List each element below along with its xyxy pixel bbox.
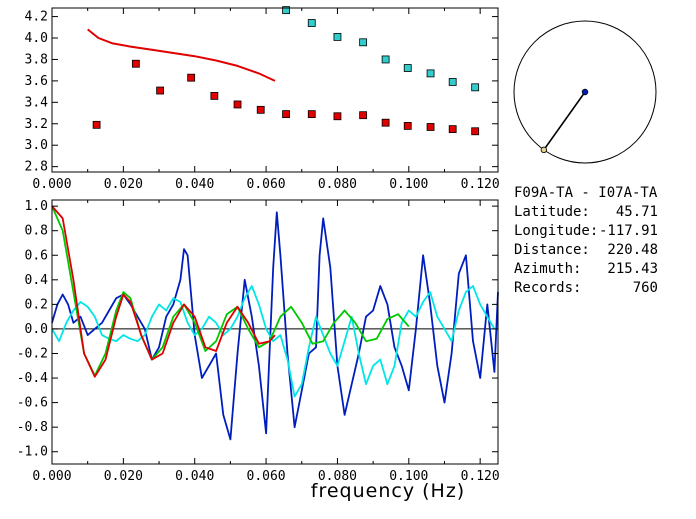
data-point: [359, 38, 368, 47]
y-tick-label: 1.0: [25, 199, 48, 214]
data-point: [131, 59, 140, 68]
series-line-1: [51, 285, 496, 398]
info-row-longitude: Longitude: -117.91: [514, 222, 692, 241]
azimuth-line: [543, 91, 586, 151]
x-tick-label: 0.000: [32, 177, 71, 192]
data-point: [448, 78, 457, 86]
y-tick-label: 0.4: [25, 273, 49, 288]
y-tick-label: 2.8: [25, 160, 48, 175]
records-value: 760: [632, 280, 658, 296]
x-tick-label: 0.060: [247, 469, 286, 484]
series-line-2: [87, 28, 276, 82]
data-point: [256, 105, 265, 114]
compass-circle: [513, 20, 657, 164]
correlation-plot: 0.000 0.020 0.040 0.060 0.080 0.100 0.120 1.0 0.…: [17, 199, 500, 484]
y-tick-label: 3.6: [25, 74, 48, 89]
y-tick-label: -1.0: [17, 445, 48, 460]
y-tick-label: 3.0: [25, 138, 48, 153]
x-tick-label: 0.020: [104, 177, 143, 192]
data-point: [307, 19, 316, 27]
records-label: Records:: [514, 280, 582, 296]
x-tick-label: 0.100: [389, 177, 428, 192]
distance-label: Distance:: [514, 242, 590, 258]
latitude-label: Latitude:: [514, 204, 590, 220]
info-row-azimuth: Azimuth: 215.43: [514, 260, 692, 279]
plot-frame: [51, 199, 499, 465]
plot-frame: [51, 7, 499, 173]
data-point: [359, 111, 368, 120]
data-point: [187, 73, 196, 82]
x-tick-label: 0.020: [104, 469, 143, 484]
y-tick-label: 0.6: [25, 248, 48, 263]
data-point: [333, 33, 342, 41]
data-point: [471, 127, 480, 136]
data-point: [307, 110, 316, 119]
data-point: [448, 125, 457, 134]
dispersion-plot: 0.000 0.020 0.040 0.060 0.080 0.100 0.120 2.8 3.…: [25, 6, 500, 192]
longitude-value: -117.91: [598, 223, 658, 239]
y-tick-label: 3.8: [25, 52, 48, 67]
azimuth-compass: [513, 20, 657, 164]
data-point: [381, 118, 390, 127]
series-line-3: [51, 205, 276, 378]
station-pair-title: F09A-TA - I07A-TA: [514, 185, 658, 201]
latitude-value: 45.71: [615, 204, 658, 220]
data-point: [381, 55, 390, 64]
y-tick-label: 4.2: [25, 10, 48, 25]
x-tick-label: 0.100: [389, 469, 428, 484]
y-tick-label: 3.4: [25, 95, 49, 110]
data-point: [92, 120, 101, 129]
distance-value: 220.48: [607, 242, 658, 258]
x-tick-label: 0.120: [461, 177, 500, 192]
info-row-records: Records: 760: [514, 279, 692, 298]
series-line-2: [51, 205, 410, 377]
y-tick-label: -0.6: [17, 396, 48, 411]
x-tick-label: 0.060: [247, 177, 286, 192]
data-point: [333, 112, 342, 121]
y-tick-label: 0.2: [25, 297, 48, 312]
data-point: [471, 83, 480, 92]
y-tick-label: -0.2: [17, 346, 48, 361]
data-point: [210, 91, 219, 100]
series-line-0: [51, 211, 499, 441]
x-tick-label: 0.120: [461, 469, 500, 484]
azimuth-label: Azimuth:: [514, 261, 582, 277]
x-tick-label: 0.080: [318, 469, 357, 484]
data-point: [282, 110, 290, 119]
y-tick-label: -0.4: [17, 371, 48, 386]
info-row-latitude: Latitude: 45.71: [514, 203, 692, 222]
x-tick-label: 0.040: [175, 469, 214, 484]
station-info-panel: F09A-TA - I07A-TA Latitude: 45.71 Longit…: [514, 184, 692, 298]
source-station-marker: [581, 88, 589, 96]
data-point: [282, 6, 290, 15]
longitude-label: Longitude:: [514, 223, 599, 239]
x-tick-label: 0.040: [175, 177, 214, 192]
azimuth-value: 215.43: [607, 261, 658, 277]
data-point: [426, 69, 435, 78]
data-point: [426, 123, 435, 131]
y-tick-label: 4.0: [25, 31, 48, 46]
y-tick-label: 0.8: [25, 224, 48, 239]
data-point: [403, 64, 412, 72]
y-tick-label: -0.8: [17, 420, 48, 435]
receiver-station-marker: [540, 146, 548, 154]
x-axis-label: frequency (Hz): [310, 480, 466, 502]
data-point: [156, 86, 165, 95]
y-tick-label: 3.2: [25, 117, 48, 132]
data-point: [403, 122, 412, 130]
info-row-distance: Distance: 220.48: [514, 241, 692, 260]
x-tick-label: 0.080: [318, 177, 357, 192]
data-point: [233, 100, 242, 109]
y-tick-label: 0.0: [25, 322, 48, 337]
x-tick-label: 0.000: [32, 469, 71, 484]
